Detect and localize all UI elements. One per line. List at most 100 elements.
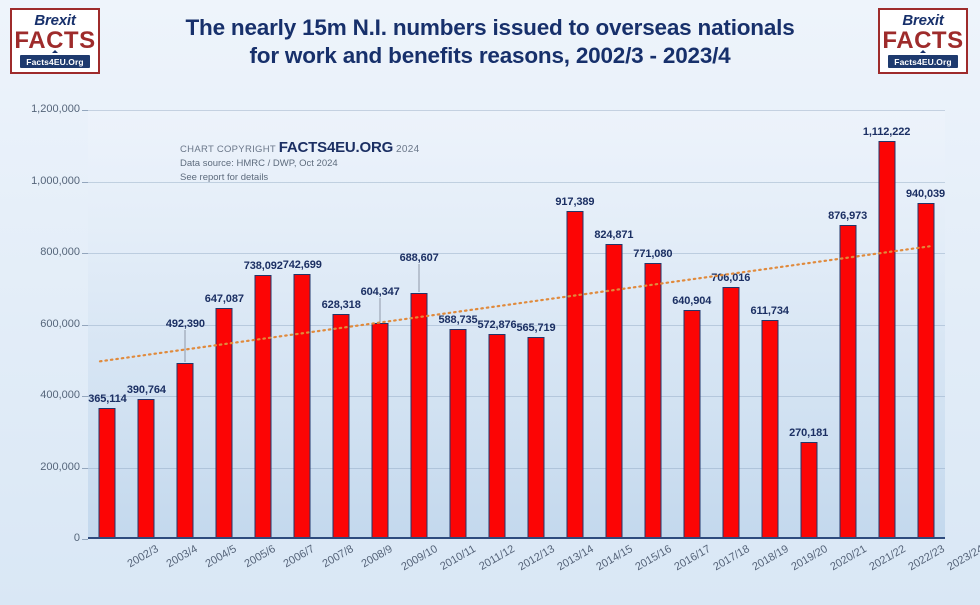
bar-value-label: 611,734 xyxy=(750,305,789,318)
gridline xyxy=(88,110,945,111)
bar-group[interactable]: 390,764 xyxy=(127,110,166,539)
bar-value-label: 940,039 xyxy=(905,187,946,200)
bar-value-label: 588,735 xyxy=(438,313,478,326)
x-axis-tick-label: 2010/11 xyxy=(438,543,479,573)
bar-group[interactable]: 688,607 xyxy=(400,110,439,539)
y-axis-tick-label: 200,000 xyxy=(40,460,80,473)
data-source-line: Data source: HMRC / DWP, Oct 2024 xyxy=(180,158,338,169)
bar-group[interactable]: 647,087 xyxy=(205,110,244,539)
bar-value-label: 824,871 xyxy=(594,229,634,242)
bar-value-label: 365,114 xyxy=(88,393,127,406)
bar-value-label: 572,876 xyxy=(477,319,517,332)
y-tick-mark xyxy=(82,324,88,326)
bar-group[interactable]: 611,734 xyxy=(750,110,789,539)
bar-value-label: 565,719 xyxy=(516,321,556,334)
logo-brexit-text: Brexit xyxy=(34,12,76,29)
bar-group[interactable]: 640,904 xyxy=(672,110,711,539)
y-tick-mark xyxy=(82,181,88,183)
copyright-prefix: CHART COPYRIGHT xyxy=(180,144,276,155)
x-axis-tick-label: 2021/22 xyxy=(866,543,908,574)
x-axis-tick-label: 2009/10 xyxy=(399,543,440,574)
gridline xyxy=(88,181,945,183)
logo-domain-text: Facts4EU.Org xyxy=(20,55,90,68)
bar-value-label: 688,607 xyxy=(399,251,439,264)
bar-group[interactable]: 604,347 xyxy=(361,110,400,539)
report-note-line: See report for details xyxy=(180,172,269,183)
logo-brexit-text: Brexit xyxy=(902,12,944,29)
x-axis-tick-label: 2014/15 xyxy=(594,543,635,574)
label-leader-line xyxy=(418,263,420,292)
x-axis-labels: 2002/3 2003/4 2004/5 2005/6 2006/7 2007/8 2008… xyxy=(88,539,980,605)
chart-container: 0 200,000 400,000 600,000 800,000 1,000,000 1,… xyxy=(0,96,980,605)
bar-group[interactable]: 565,719 xyxy=(516,110,556,539)
x-axis-tick-label: 2019/20 xyxy=(789,543,830,574)
bar-group[interactable]: 1,112,222 xyxy=(863,110,910,539)
bar-series: 365,114 390,764 492,390 647,087 738,092 742,6… xyxy=(88,110,945,539)
label-leader-line xyxy=(379,297,381,322)
x-axis-tick-label: 2011/12 xyxy=(477,543,518,573)
title-line-1: The nearly 15m N.I. numbers issued to ov… xyxy=(185,15,795,40)
page-title: The nearly 15m N.I. numbers issued to ov… xyxy=(112,14,868,70)
trendline-path xyxy=(98,244,935,363)
x-axis-tick-label: 2022/23 xyxy=(905,543,947,574)
y-axis-tick-label: 0 xyxy=(73,532,80,544)
y-axis-tick-label: 600,000 xyxy=(40,317,80,330)
label-leader-line xyxy=(184,329,186,362)
y-axis-tick-label: 400,000 xyxy=(40,389,80,401)
bar-group[interactable]: 876,973 xyxy=(828,110,867,539)
x-axis-tick-label: 2020/21 xyxy=(827,543,869,574)
y-tick-mark xyxy=(82,467,88,469)
bar-value-label: 390,764 xyxy=(126,384,166,397)
bar-value-label: 640,904 xyxy=(672,294,712,307)
y-axis-tick-label: 1,000,000 xyxy=(31,174,80,187)
header: Brexit FACTS Facts4EU.Org The nearly 15m… xyxy=(0,0,980,96)
x-axis-tick-label: 2006/7 xyxy=(281,543,317,571)
bar-group[interactable]: 824,871 xyxy=(594,110,634,539)
bar-value-label: 270,181 xyxy=(789,427,829,440)
logo-facts-text: FACTS xyxy=(882,27,964,54)
bar-group[interactable]: 365,114 xyxy=(88,110,127,539)
y-tick-mark xyxy=(82,253,88,254)
x-axis-tick-label: 2005/6 xyxy=(242,543,278,571)
copyright-org: FACTS4EU.ORG xyxy=(278,139,394,156)
bar-value-label: 742,699 xyxy=(282,258,322,271)
gridline xyxy=(88,396,945,397)
bar-group[interactable]: 940,039 xyxy=(906,110,945,539)
bar-group[interactable]: 917,389 xyxy=(555,110,595,539)
copyright-year: 2024 xyxy=(396,144,420,155)
y-tick-mark xyxy=(82,396,88,397)
bar-value-label: 738,092 xyxy=(243,260,283,273)
copyright-line: CHART COPYRIGHT FACTS4EU.ORG 2024 xyxy=(180,139,420,157)
bar-value-label: 1,112,222 xyxy=(862,126,911,139)
x-axis-tick-label: 2002/3 xyxy=(125,543,162,571)
bar-value-label: 604,347 xyxy=(360,285,400,298)
bar-group[interactable]: 572,876 xyxy=(477,110,517,539)
x-axis-tick-label: 2023/24 xyxy=(944,543,980,574)
x-axis-tick-label: 2018/19 xyxy=(750,543,791,574)
bar-value-label: 647,087 xyxy=(204,292,244,305)
x-axis-tick-label: 2012/13 xyxy=(516,543,557,574)
x-axis-tick-label: 2017/18 xyxy=(711,543,752,574)
bar-value-label: 771,080 xyxy=(633,248,673,261)
y-axis-tick-label: 800,000 xyxy=(40,246,80,258)
title-line-2: for work and benefits reasons, 2002/3 - … xyxy=(249,43,731,68)
bar-value-label: 917,389 xyxy=(555,196,595,209)
y-axis-tick-label: 1,200,000 xyxy=(31,103,80,115)
logo-domain-text: Facts4EU.Org xyxy=(888,55,958,68)
bar-value-label: 492,390 xyxy=(165,317,205,330)
y-tick-mark xyxy=(82,110,88,111)
gridline xyxy=(88,324,945,326)
y-tick-mark xyxy=(82,539,88,540)
plot-area: 0 200,000 400,000 600,000 800,000 1,000,000 1,… xyxy=(31,103,945,544)
bar-group[interactable]: 588,735 xyxy=(439,110,478,539)
bar-group[interactable]: 270,181 xyxy=(789,110,828,539)
brexit-facts-logo-right: Brexit FACTS Facts4EU.Org xyxy=(878,8,968,74)
y-axis: 0 200,000 400,000 600,000 800,000 1,000,000 1,… xyxy=(31,103,945,544)
x-axis-tick-label: 2004/5 xyxy=(203,543,240,571)
trendline xyxy=(98,244,935,363)
x-axis-tick-label: 2016/17 xyxy=(672,543,713,574)
gridline xyxy=(88,467,945,469)
x-axis-line xyxy=(88,537,945,539)
chart-credits: CHART COPYRIGHT FACTS4EU.ORG 2024 Data s… xyxy=(180,139,420,185)
bar-group[interactable]: 738,092 xyxy=(244,110,283,539)
